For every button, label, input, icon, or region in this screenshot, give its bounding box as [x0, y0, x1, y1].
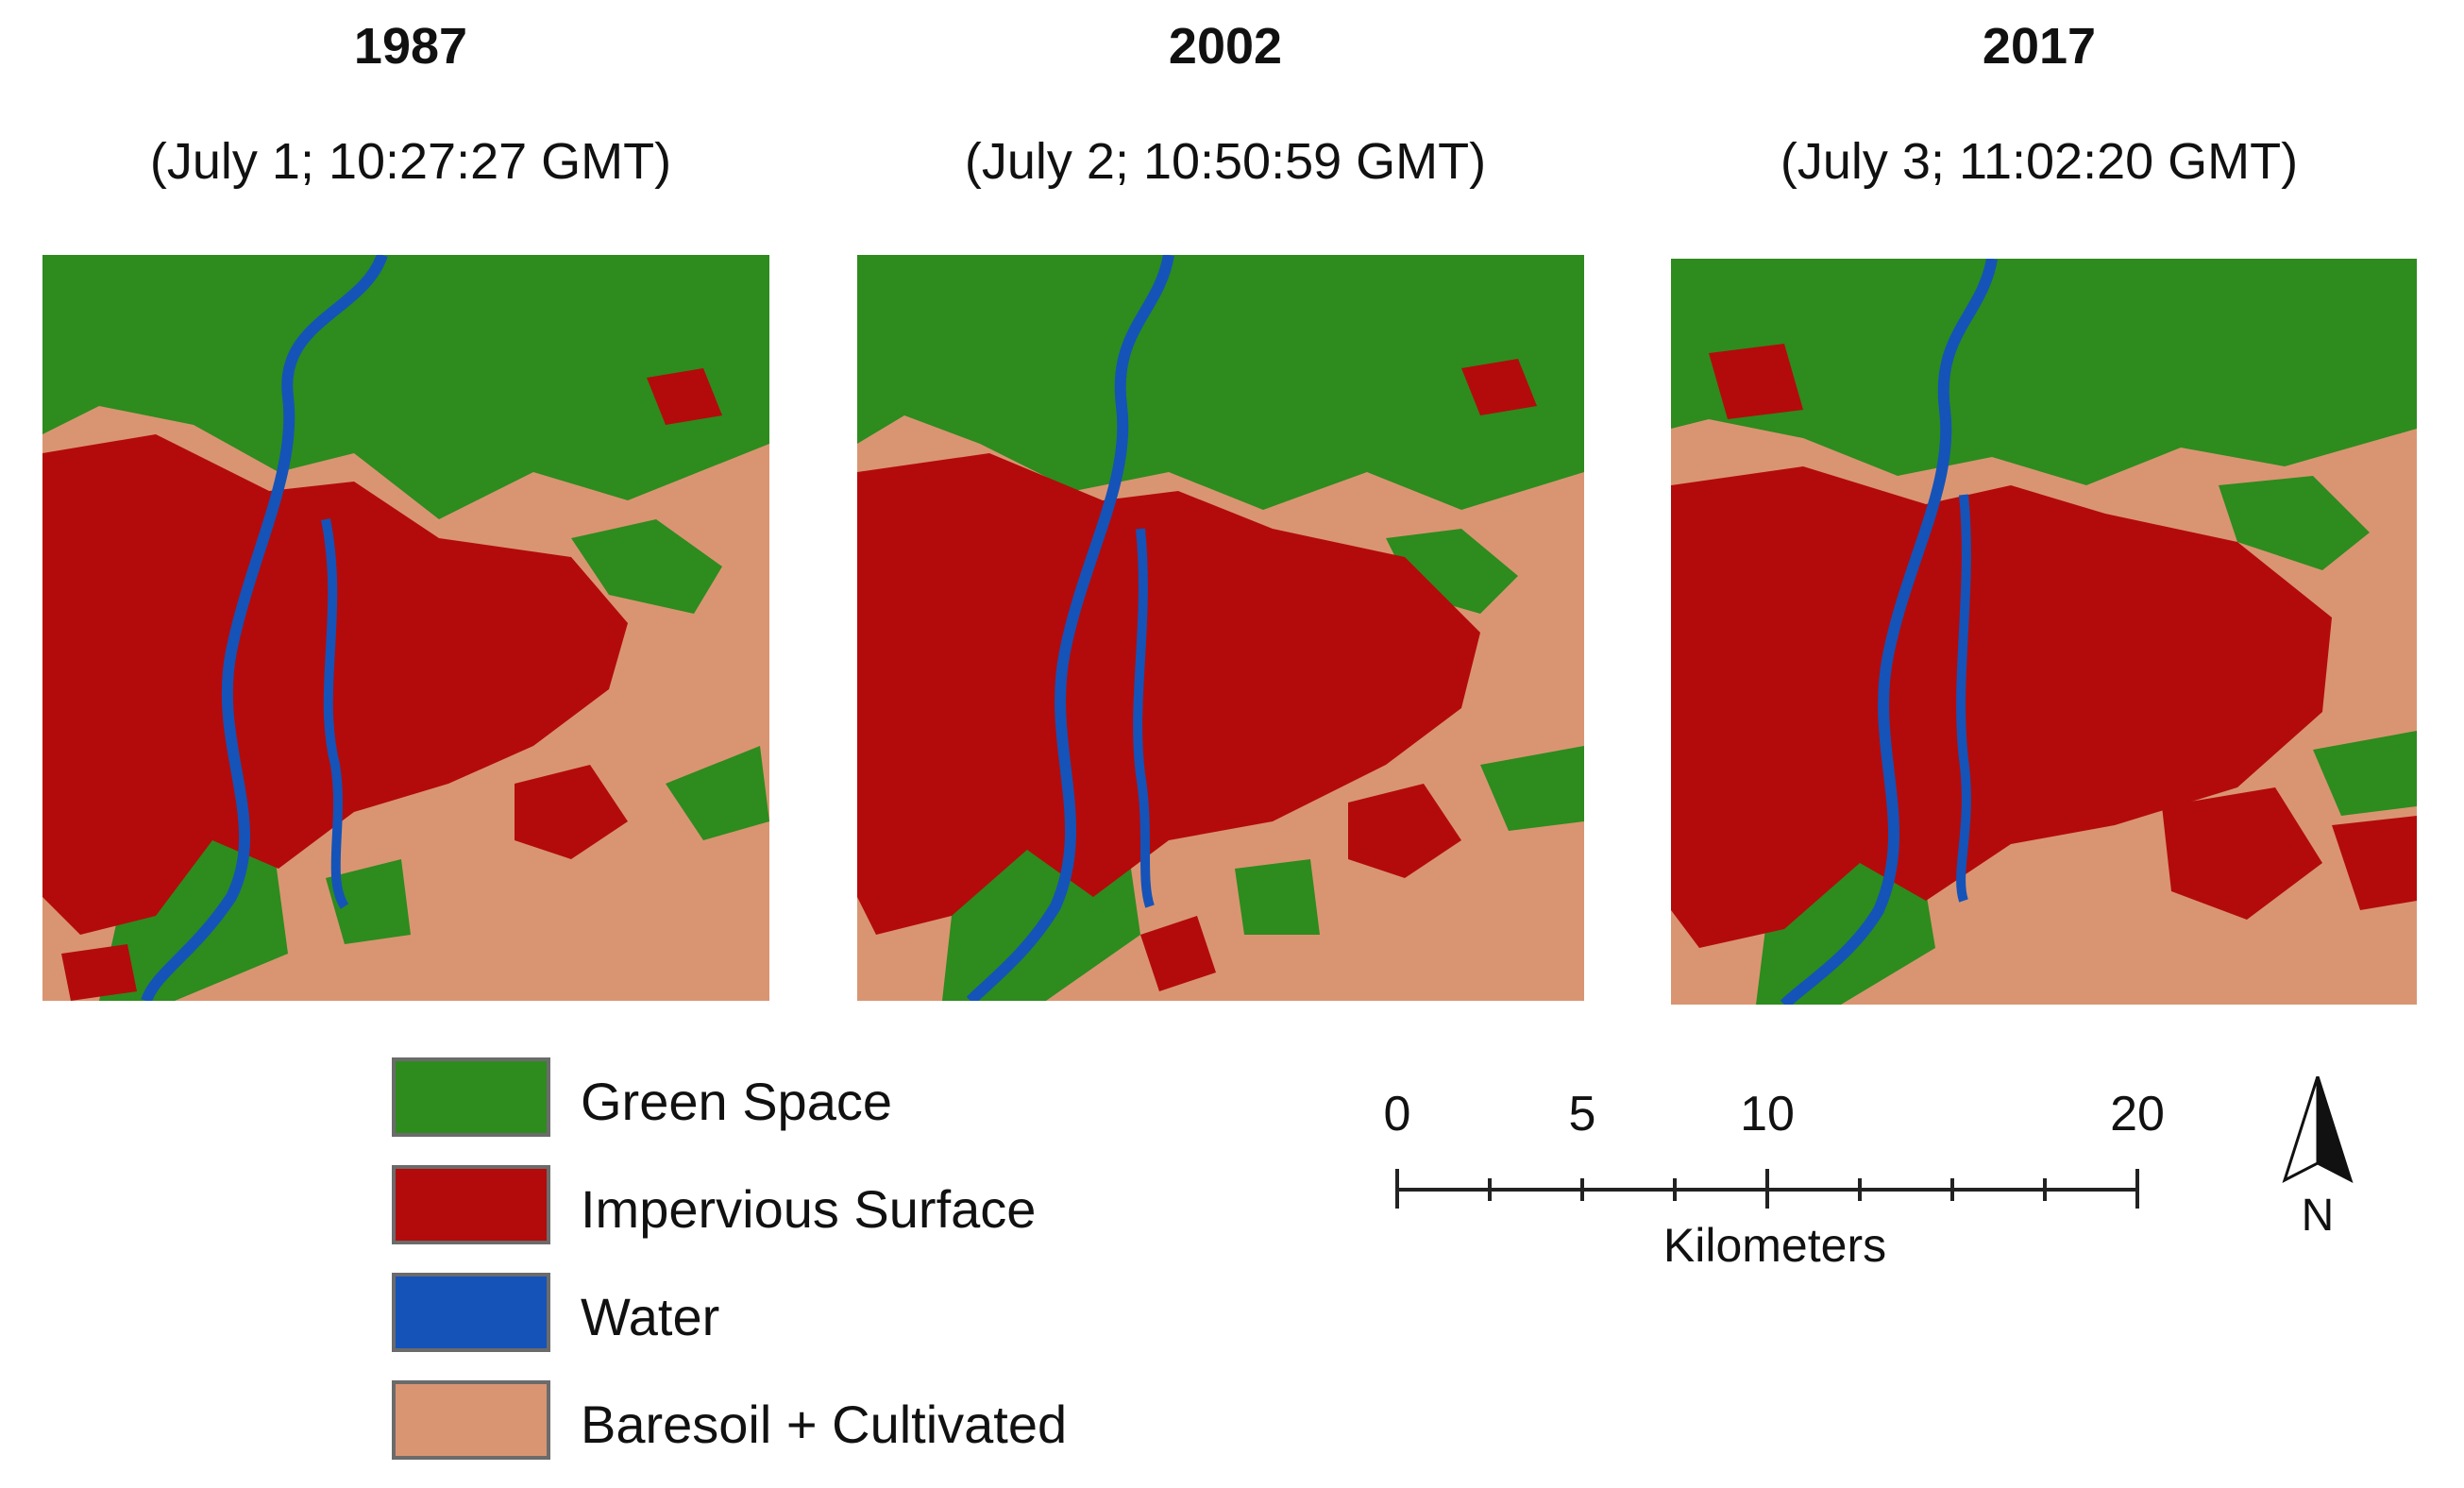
- scale-label-0: 0: [1383, 1087, 1411, 1141]
- legend-swatch: [392, 1380, 550, 1460]
- scale-label-20: 20: [2110, 1087, 2165, 1141]
- panel-year: 2017: [1982, 18, 2097, 75]
- panel-date: (July 2; 10:50:59 GMT): [964, 133, 1487, 190]
- legend-item-impervious-surface: Impervious Surface: [392, 1165, 1241, 1250]
- legend-item-baresoil-cultivated: Baresoil + Cultivated: [392, 1380, 1241, 1465]
- map-panel-2002: 2002 (July 2; 10:50:59 GMT): [857, 0, 1594, 1010]
- land-cover-map: [42, 255, 769, 1001]
- legend-swatch: [392, 1165, 550, 1244]
- scale-units-label: Kilometers: [1662, 1219, 1887, 1272]
- scale-label-5: 5: [1568, 1087, 1596, 1141]
- scale-bar-graphic: [1395, 1169, 2139, 1209]
- panel-date: (July 1; 10:27:27 GMT): [149, 133, 672, 190]
- map-panel-2017: 2017 (July 3; 11:02:20 GMT): [1671, 0, 2417, 1010]
- north-label: N: [2301, 1191, 2335, 1241]
- legend-label: Water: [581, 1287, 720, 1346]
- legend-item-water: Water: [392, 1273, 1241, 1358]
- scale-label-10: 10: [1740, 1087, 1795, 1141]
- legend-swatch: [392, 1273, 550, 1352]
- panel-date: (July 3; 11:02:20 GMT): [1780, 133, 2299, 190]
- north-arrow: N: [2266, 1075, 2370, 1265]
- land-cover-map: [1671, 259, 2417, 1005]
- land-cover-map: [857, 255, 1584, 1001]
- panel-year: 2002: [1168, 18, 1283, 75]
- legend-swatch: [392, 1057, 550, 1137]
- scale-bar: 0 5 10 20 Kilometers: [1359, 1086, 2190, 1275]
- legend-label: Baresoil + Cultivated: [581, 1395, 1068, 1454]
- legend-item-green-space: Green Space: [392, 1057, 1241, 1142]
- panel-year: 1987: [353, 18, 468, 75]
- north-arrow-icon: [2282, 1075, 2354, 1183]
- legend-label: Impervious Surface: [581, 1179, 1037, 1239]
- legend-label: Green Space: [581, 1072, 892, 1131]
- map-panel-1987: 1987 (July 1; 10:27:27 GMT): [42, 0, 779, 1010]
